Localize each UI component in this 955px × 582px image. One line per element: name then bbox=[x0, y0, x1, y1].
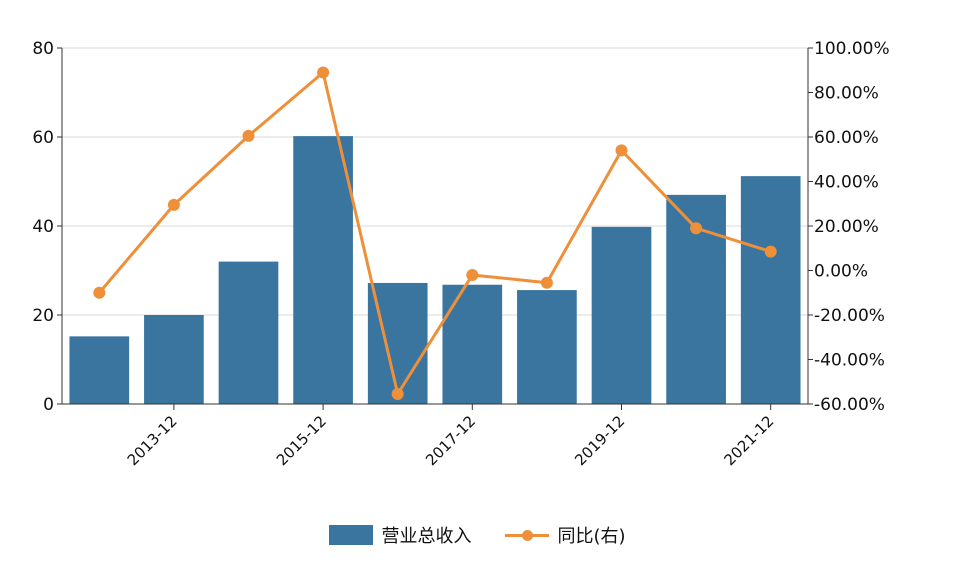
legend-label-revenue: 营业总收入 bbox=[381, 526, 472, 547]
bar-2018-12[interactable] bbox=[517, 290, 577, 404]
yoy-point-2017-12[interactable] bbox=[466, 268, 479, 281]
axes bbox=[57, 47, 813, 410]
legend-item-yoy[interactable]: 同比(右) bbox=[505, 522, 626, 548]
left-tick-label: 0 bbox=[43, 395, 54, 415]
right-tick-label: 0.00% bbox=[814, 262, 868, 282]
right-tick-label: -20.00% bbox=[814, 306, 885, 326]
yoy-point-2015-12[interactable] bbox=[317, 66, 330, 79]
legend-bar-swatch bbox=[329, 525, 374, 545]
bar-2015-12[interactable] bbox=[293, 136, 353, 405]
bar-2013-12[interactable] bbox=[144, 315, 204, 404]
x-tick-label: 2021-12 bbox=[720, 412, 777, 469]
x-tick-label: 2019-12 bbox=[571, 412, 628, 469]
right-tick-label: 60.00% bbox=[814, 128, 879, 148]
bar-2019-12[interactable] bbox=[591, 226, 652, 404]
legend: 营业总收入 同比(右) bbox=[0, 522, 955, 548]
yoy-point-2012-12[interactable] bbox=[93, 286, 106, 299]
bar-series bbox=[69, 136, 801, 405]
right-tick-label: 100.00% bbox=[814, 39, 890, 59]
bar-2012-12[interactable] bbox=[69, 336, 130, 404]
left-tick-label: 60 bbox=[32, 128, 54, 148]
left-tick-label: 80 bbox=[32, 39, 54, 59]
yoy-point-2014-12[interactable] bbox=[242, 129, 255, 142]
yoy-point-2013-12[interactable] bbox=[167, 198, 180, 211]
x-tick-label: 2017-12 bbox=[422, 412, 479, 469]
bar-2014-12[interactable] bbox=[218, 261, 279, 404]
left-tick-label: 40 bbox=[32, 217, 54, 237]
bar-2017-12[interactable] bbox=[442, 284, 503, 404]
bar-2021-12[interactable] bbox=[740, 176, 801, 404]
yoy-point-2020-12[interactable] bbox=[690, 222, 703, 235]
line-series bbox=[93, 66, 777, 400]
yoy-point-2018-12[interactable] bbox=[540, 276, 553, 289]
yoy-point-2021-12[interactable] bbox=[764, 245, 777, 258]
chart-canvas: 0 20 40 60 80 -60.00% -40.00% -20.00% 0.00% 20.00… bbox=[32, 39, 890, 469]
legend-line-swatch bbox=[505, 525, 550, 545]
x-tick-label: 2013-12 bbox=[124, 412, 181, 469]
legend-item-revenue[interactable]: 营业总收入 bbox=[329, 522, 471, 548]
yoy-point-2016-12[interactable] bbox=[391, 387, 404, 400]
right-tick-label: 80.00% bbox=[814, 84, 879, 104]
right-tick-label: -40.00% bbox=[814, 351, 885, 371]
right-tick-label: 40.00% bbox=[814, 173, 879, 193]
x-tick-label: 2015-12 bbox=[273, 412, 330, 469]
right-tick-label: 20.00% bbox=[814, 217, 879, 237]
right-tick-label: -60.00% bbox=[814, 395, 885, 415]
left-tick-label: 20 bbox=[32, 306, 54, 326]
yoy-point-2019-12[interactable] bbox=[615, 144, 628, 157]
legend-label-yoy: 同比(右) bbox=[557, 526, 626, 547]
yoy-line bbox=[98, 70, 772, 396]
